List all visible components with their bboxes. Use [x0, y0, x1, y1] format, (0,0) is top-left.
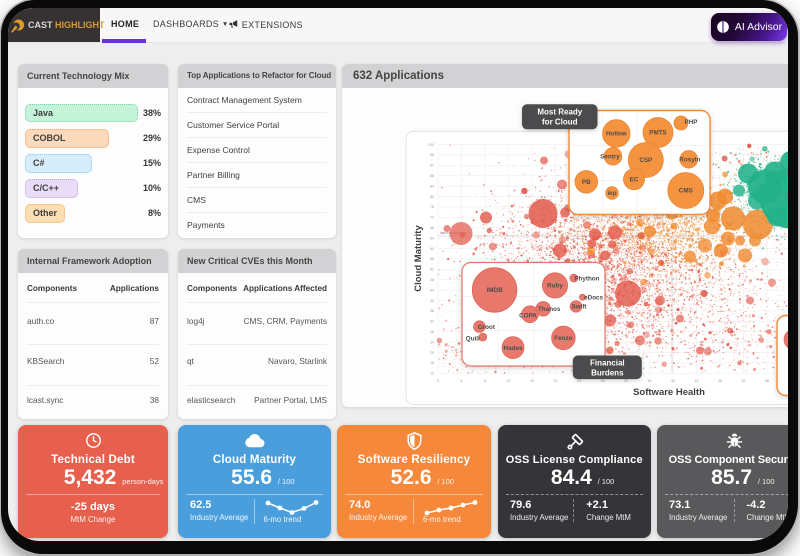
svg-text:Software Health: Software Health [633, 387, 705, 398]
svg-text:Cloud Maturity: Cloud Maturity [413, 224, 424, 291]
